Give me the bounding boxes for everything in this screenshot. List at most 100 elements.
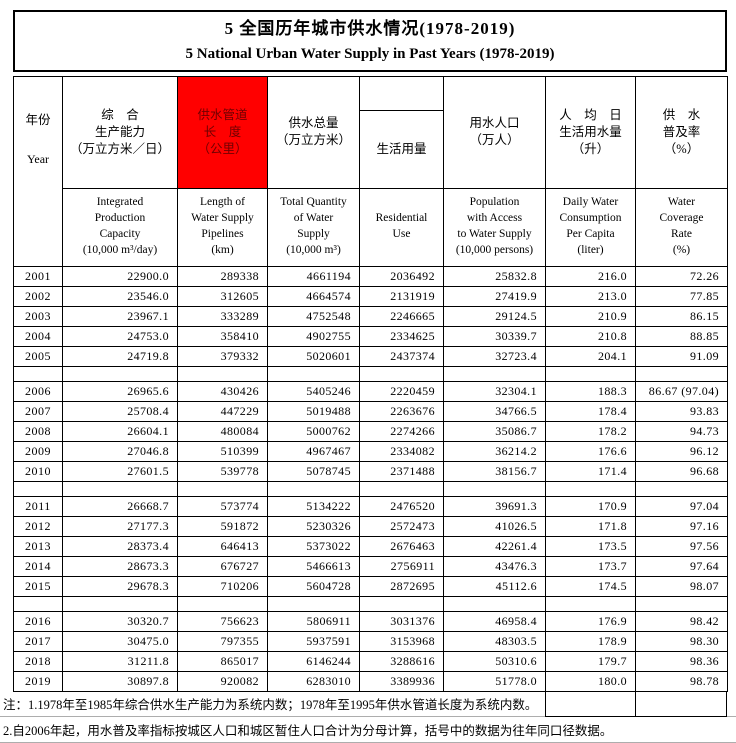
value-cell: 97.56 — [635, 535, 728, 557]
table-row: 2017 30475.0 797355 5937591 3153968 48303.5 17… — [13, 630, 728, 652]
table-row: 2009 27046.8 510399 4967467 2334082 36214.2 17… — [13, 440, 728, 462]
year-cell: 2008 — [13, 420, 63, 442]
table-row: 2014 28673.3 676727 5466613 2756911 43476.3 17… — [13, 555, 728, 577]
value-cell: 23967.1 — [62, 305, 178, 327]
spacer-cell — [13, 595, 63, 612]
value-cell: 31211.8 — [62, 650, 178, 672]
note-row-1: 注：1.1978年至1985年综合供水生产能力为系统内数；1978年至1995年… — [0, 691, 736, 717]
year-cell: 2001 — [13, 265, 63, 287]
empty-grid-cell — [635, 691, 727, 717]
value-cell: 3031376 — [359, 610, 444, 632]
value-cell: 4661194 — [267, 265, 360, 287]
value-cell: 5134222 — [267, 495, 360, 517]
value-cell: 98.42 — [635, 610, 728, 632]
value-cell: 333289 — [177, 305, 268, 327]
year-cell: 2006 — [13, 380, 63, 402]
year-cell: 2018 — [13, 650, 63, 672]
table-row: 2016 30320.7 756623 5806911 3031376 46958.4 17… — [13, 610, 728, 632]
value-cell: 210.9 — [545, 305, 636, 327]
value-cell: 36214.2 — [443, 440, 546, 462]
value-cell: 29678.3 — [62, 575, 178, 597]
header-population-en: Population with Access to Water Supply (… — [443, 187, 546, 267]
value-cell: 5937591 — [267, 630, 360, 652]
title-box: 5 全国历年城市供水情况(1978-2019) 5 National Urban… — [13, 10, 727, 72]
value-cell: 6283010 — [267, 670, 360, 692]
year-cell: 2011 — [13, 495, 63, 517]
value-cell: 591872 — [177, 515, 268, 537]
value-cell: 5806911 — [267, 610, 360, 632]
value-cell: 510399 — [177, 440, 268, 462]
value-cell: 2437374 — [359, 345, 444, 367]
spacer-row — [13, 365, 728, 382]
value-cell: 3288616 — [359, 650, 444, 672]
table-row: 2006 26965.6 430426 5405246 2220459 32304.1 18… — [13, 380, 728, 402]
value-cell: 3153968 — [359, 630, 444, 652]
value-cell: 5466613 — [267, 555, 360, 577]
table-row: 2011 26668.7 573774 5134222 2476520 39691.3 17… — [13, 495, 728, 517]
value-cell: 25832.8 — [443, 265, 546, 287]
spacer-cell — [267, 365, 360, 382]
header-per-capita-en: Daily Water Consumption Per Capita (lite… — [545, 187, 636, 267]
header-year-en: Year — [26, 152, 50, 166]
value-cell: 45112.6 — [443, 575, 546, 597]
value-cell: 573774 — [177, 495, 268, 517]
year-cell: 2015 — [13, 575, 63, 597]
header-per-capita-zh: 人 均 日 生活用水量 （升） — [545, 76, 636, 189]
value-cell: 32723.4 — [443, 345, 546, 367]
empty-grid-cell — [545, 691, 635, 717]
value-cell: 865017 — [177, 650, 268, 672]
header-residential-en: Residential Use — [359, 187, 444, 267]
value-cell: 176.6 — [545, 440, 636, 462]
value-cell: 26604.1 — [62, 420, 178, 442]
value-cell: 30339.7 — [443, 325, 546, 347]
value-cell: 4902755 — [267, 325, 360, 347]
spacer-cell — [62, 365, 178, 382]
table-title-en: 5 National Urban Water Supply in Past Ye… — [185, 46, 555, 62]
value-cell: 171.4 — [545, 460, 636, 482]
value-cell: 2263676 — [359, 400, 444, 422]
value-cell: 312605 — [177, 285, 268, 307]
value-cell: 46958.4 — [443, 610, 546, 632]
value-cell: 4752548 — [267, 305, 360, 327]
value-cell: 447229 — [177, 400, 268, 422]
value-cell: 38156.7 — [443, 460, 546, 482]
value-cell: 97.04 — [635, 495, 728, 517]
table-row: 2013 28373.4 646413 5373022 2676463 42261.4 17… — [13, 535, 728, 557]
value-cell: 5405246 — [267, 380, 360, 402]
value-cell: 5078745 — [267, 460, 360, 482]
note-2-text: 2.自2006年起，用水普及率指标按城区人口和城区暂住人口合计为分母计算，括号中… — [3, 723, 613, 738]
value-cell: 35086.7 — [443, 420, 546, 442]
value-cell: 30475.0 — [62, 630, 178, 652]
value-cell: 2274266 — [359, 420, 444, 442]
value-cell: 24753.0 — [62, 325, 178, 347]
value-cell: 178.4 — [545, 400, 636, 422]
value-cell: 178.2 — [545, 420, 636, 442]
header-pipeline-zh: 供水管道 长 度 （公里） — [177, 76, 268, 189]
spacer-cell — [635, 365, 728, 382]
value-cell: 27177.3 — [62, 515, 178, 537]
table-header: 年份 Year 综 合 生产能力 （万立方米／日） 供水管道 长 度 （公里） … — [13, 76, 728, 267]
value-cell: 43476.3 — [443, 555, 546, 577]
spacer-cell — [62, 595, 178, 612]
value-cell: 5019488 — [267, 400, 360, 422]
header-residential-zh: 生活用量 — [359, 76, 444, 189]
header-year: 年份 Year — [13, 76, 63, 267]
year-cell: 2014 — [13, 555, 63, 577]
value-cell: 5000762 — [267, 420, 360, 442]
value-cell: 174.5 — [545, 575, 636, 597]
year-cell: 2010 — [13, 460, 63, 482]
header-population-zh: 用水人口 （万人） — [443, 76, 546, 189]
value-cell: 27046.8 — [62, 440, 178, 462]
value-cell: 34766.5 — [443, 400, 546, 422]
spacer-cell — [359, 365, 444, 382]
value-cell: 213.0 — [545, 285, 636, 307]
spacer-cell — [13, 365, 63, 382]
spacer-cell — [62, 480, 178, 497]
spacer-cell — [635, 595, 728, 612]
value-cell: 2872695 — [359, 575, 444, 597]
value-cell: 98.36 — [635, 650, 728, 672]
value-cell: 3389936 — [359, 670, 444, 692]
value-cell: 6146244 — [267, 650, 360, 672]
value-cell: 86.67 (97.04) — [635, 380, 728, 402]
value-cell: 98.07 — [635, 575, 728, 597]
